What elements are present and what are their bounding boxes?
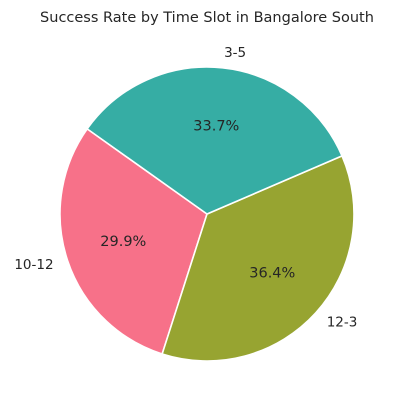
slice-label-10-12: 10-12 — [14, 257, 53, 273]
chart-title: Success Rate by Time Slot in Bangalore S… — [40, 10, 374, 26]
slices-layer — [60, 67, 354, 361]
slice-percent-3-5: 33.7% — [193, 118, 239, 134]
slice-label-12-3: 12-3 — [327, 315, 358, 331]
slice-percent-12-3: 36.4% — [249, 265, 295, 281]
slice-percent-10-12: 29.9% — [100, 234, 146, 250]
slice-label-3-5: 3-5 — [224, 45, 246, 61]
